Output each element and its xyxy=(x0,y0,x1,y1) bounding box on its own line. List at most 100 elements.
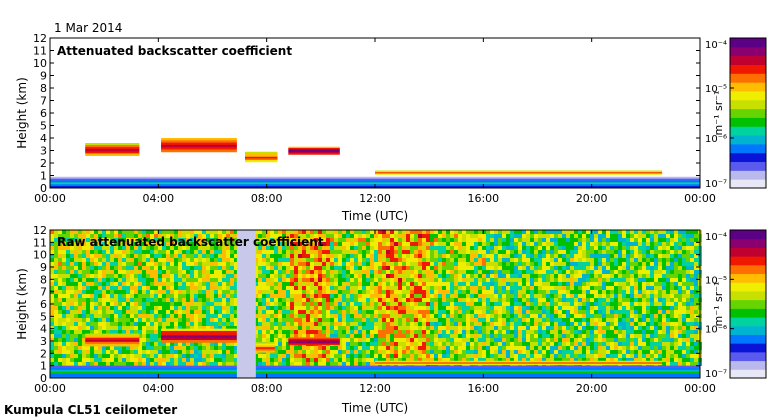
heat-cell xyxy=(458,266,462,270)
heat-cell xyxy=(374,230,378,234)
heat-cell xyxy=(574,270,578,274)
heat-cell xyxy=(678,326,682,330)
heat-cell xyxy=(146,346,150,350)
heat-cell xyxy=(462,346,466,350)
heat-cell xyxy=(274,250,278,254)
heat-cell xyxy=(398,254,402,258)
heat-cell xyxy=(682,306,686,310)
heat-cell xyxy=(310,274,314,278)
heat-cell xyxy=(602,314,606,318)
heat-cell xyxy=(134,310,138,314)
heat-cell xyxy=(130,250,134,254)
heat-cell xyxy=(222,342,226,346)
heat-cell xyxy=(466,230,470,234)
heat-cell xyxy=(666,278,670,282)
heat-cell xyxy=(126,274,130,278)
heat-cell xyxy=(522,338,526,342)
heat-cell xyxy=(330,302,334,306)
heat-cell xyxy=(362,230,366,234)
heat-cell xyxy=(162,270,166,274)
heat-cell xyxy=(258,238,262,242)
heat-cell xyxy=(262,314,266,318)
heat-cell xyxy=(534,282,538,286)
heat-cell xyxy=(106,238,110,242)
heat-cell xyxy=(274,330,278,334)
feature-cloud-layer-1 xyxy=(85,143,140,156)
heat-cell xyxy=(350,306,354,310)
heat-cell xyxy=(690,318,694,322)
heat-cell xyxy=(434,266,438,270)
heat-cell xyxy=(314,314,318,318)
heat-cell xyxy=(426,246,430,250)
heat-cell xyxy=(678,246,682,250)
heat-cell xyxy=(398,238,402,242)
heat-cell xyxy=(118,330,122,334)
heat-cell xyxy=(422,262,426,266)
heat-cell xyxy=(474,258,478,262)
heat-cell xyxy=(98,294,102,298)
heat-cell xyxy=(662,334,666,338)
heat-cell xyxy=(366,290,370,294)
heat-cell xyxy=(161,140,237,144)
heat-cell xyxy=(494,290,498,294)
heat-cell xyxy=(170,278,174,282)
heat-cell xyxy=(406,274,410,278)
heat-cell xyxy=(542,334,546,338)
heat-cell xyxy=(86,286,90,290)
heat-cell xyxy=(102,294,106,298)
heat-cell xyxy=(266,314,270,318)
heat-cell xyxy=(162,314,166,318)
heat-cell xyxy=(298,254,302,258)
heat-cell xyxy=(658,326,662,330)
heat-cell xyxy=(66,342,70,346)
heat-cell xyxy=(694,254,698,258)
heat-cell xyxy=(298,278,302,282)
heat-cell xyxy=(298,250,302,254)
heat-cell xyxy=(658,318,662,322)
heat-cell xyxy=(174,310,178,314)
heat-cell xyxy=(630,314,634,318)
heat-cell xyxy=(498,306,502,310)
heat-cell xyxy=(202,294,206,298)
heat-cell xyxy=(666,270,670,274)
heat-cell xyxy=(102,278,106,282)
heat-cell xyxy=(562,330,566,334)
heat-cell xyxy=(142,306,146,310)
heat-cell xyxy=(138,246,142,250)
heat-cell xyxy=(578,282,582,286)
heat-cell xyxy=(102,238,106,242)
heat-cell xyxy=(406,338,410,342)
heat-cell xyxy=(686,278,690,282)
heat-cell xyxy=(306,254,310,258)
heat-cell xyxy=(414,306,418,310)
heat-cell xyxy=(490,262,494,266)
heat-cell xyxy=(622,342,626,346)
heat-cell xyxy=(514,282,518,286)
heat-cell xyxy=(682,318,686,322)
heat-cell xyxy=(62,270,66,274)
heat-cell xyxy=(362,254,366,258)
heat-cell xyxy=(538,266,542,270)
heat-cell xyxy=(414,310,418,314)
heat-cell xyxy=(610,242,614,246)
heat-cell xyxy=(74,278,78,282)
heat-cell xyxy=(270,270,274,274)
heat-cell xyxy=(66,282,70,286)
heat-cell xyxy=(218,278,222,282)
heat-cell xyxy=(254,234,258,238)
heat-cell xyxy=(342,238,346,242)
heat-cell xyxy=(674,270,678,274)
heat-cell xyxy=(454,338,458,342)
heat-cell xyxy=(674,238,678,242)
heat-cell xyxy=(526,274,530,278)
heat-cell xyxy=(306,258,310,262)
heat-cell xyxy=(66,294,70,298)
colorbar-frame xyxy=(729,37,767,189)
heat-cell xyxy=(94,234,98,238)
heat-cell xyxy=(462,250,466,254)
heat-cell xyxy=(322,346,326,350)
heat-cell xyxy=(202,318,206,322)
heat-cell xyxy=(158,242,162,246)
heat-cell xyxy=(562,286,566,290)
feature-cloud-layer-2 xyxy=(161,138,237,153)
